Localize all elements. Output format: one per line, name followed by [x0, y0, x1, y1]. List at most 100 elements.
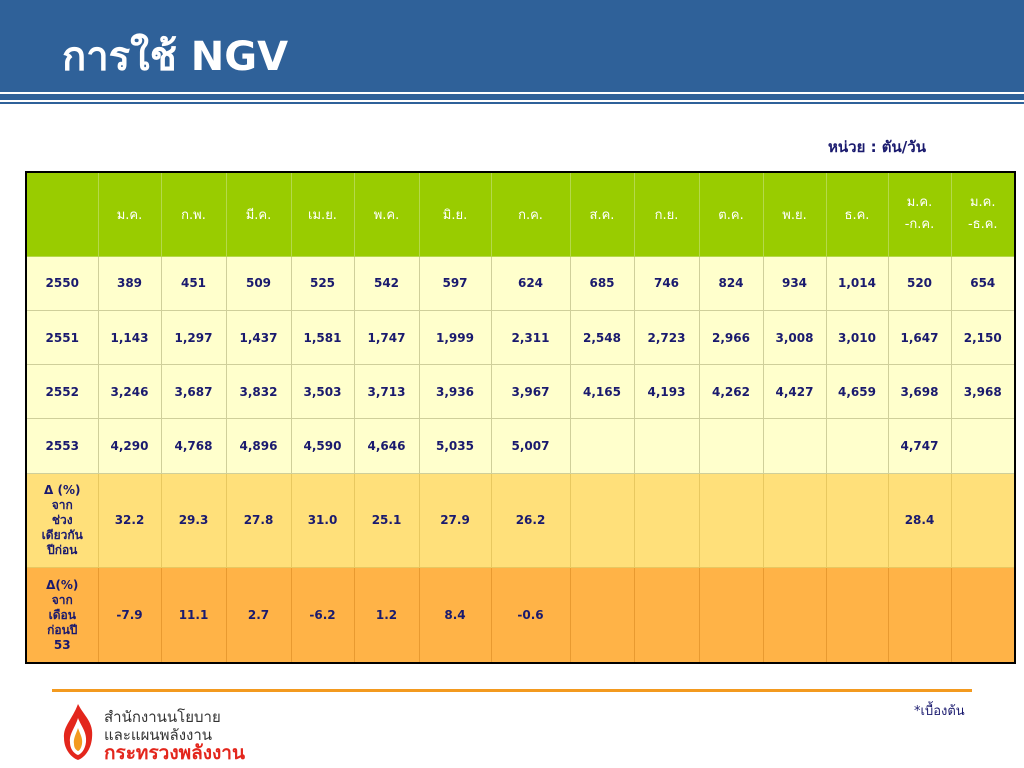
year-cell: 2553 — [25, 418, 99, 474]
table-cell: 4,165 — [569, 364, 635, 420]
header-cell-aug: ส.ค. — [569, 171, 635, 257]
header-cell-jul: ก.ค. — [490, 171, 571, 257]
table-cell: -6.2 — [290, 567, 355, 664]
table-cell: 1.2 — [353, 567, 420, 664]
table-cell — [825, 567, 889, 664]
ministry-name: กระทรวงพลังงาน — [104, 742, 245, 764]
table-cell — [950, 567, 1016, 664]
table-cell: 4,659 — [825, 364, 889, 420]
table-cell: 4,193 — [633, 364, 700, 420]
table-cell: 32.2 — [97, 472, 162, 569]
table-cell: 2.7 — [225, 567, 292, 664]
table-cell: 3,698 — [887, 364, 952, 420]
table-cell: 1,297 — [160, 310, 227, 366]
table-cell: 509 — [225, 255, 292, 312]
table-cell: 25.1 — [353, 472, 420, 569]
table-cell: 685 — [569, 255, 635, 312]
table-cell — [633, 418, 700, 474]
header-cell-jun: มิ.ย. — [418, 171, 492, 257]
header-cell-blank — [25, 171, 99, 257]
table-cell: 3,008 — [762, 310, 827, 366]
table-cell — [825, 418, 889, 474]
header-band — [0, 0, 1024, 92]
table-row-pct-mom: Δ(%) จาก เดือน ก่อนปี 53 -7.9 11.1 2.7 -… — [25, 567, 1016, 664]
table-cell: 1,999 — [418, 310, 492, 366]
row-label-pct-yoy: Δ (%) จาก ช่วง เดียวกัน ปีก่อน — [25, 472, 99, 569]
table-cell: 8.4 — [418, 567, 492, 664]
table-cell: 3,010 — [825, 310, 889, 366]
table-cell: 31.0 — [290, 472, 355, 569]
table-cell: 597 — [418, 255, 492, 312]
header-cell-jan-jul: ม.ค. -ก.ค. — [887, 171, 952, 257]
table-cell: 746 — [633, 255, 700, 312]
table-cell — [569, 472, 635, 569]
table-cell: 1,581 — [290, 310, 355, 366]
table-cell: 2,311 — [490, 310, 571, 366]
table-cell: 934 — [762, 255, 827, 312]
table-cell: -7.9 — [97, 567, 162, 664]
unit-label: หน่วย : ตัน/วัน — [828, 138, 926, 156]
table-cell: 520 — [887, 255, 952, 312]
table-row-2552: 2552 3,246 3,687 3,832 3,503 3,713 3,936… — [25, 364, 1016, 420]
header-cell-jan-dec: ม.ค. -ธ.ค. — [950, 171, 1016, 257]
table-row-2550: 2550 389 451 509 525 542 597 624 685 746… — [25, 255, 1016, 312]
table-cell: 389 — [97, 255, 162, 312]
table-cell: 3,967 — [490, 364, 571, 420]
table-cell: 3,832 — [225, 364, 292, 420]
ngv-usage-table: ม.ค. ก.พ. มี.ค. เม.ย. พ.ค. มิ.ย. ก.ค. ส.… — [25, 171, 1016, 664]
footnote: *เบื้องต้น — [914, 704, 965, 719]
table-cell: -0.6 — [490, 567, 571, 664]
table-cell: 654 — [950, 255, 1016, 312]
flame-logo-icon — [58, 702, 98, 766]
table-cell — [569, 418, 635, 474]
header-divider-thin — [0, 102, 1024, 104]
table-cell: 1,437 — [225, 310, 292, 366]
table-cell: 4,896 — [225, 418, 292, 474]
row-label-pct-mom: Δ(%) จาก เดือน ก่อนปี 53 — [25, 567, 99, 664]
table-cell: 4,768 — [160, 418, 227, 474]
table-row-2551: 2551 1,143 1,297 1,437 1,581 1,747 1,999… — [25, 310, 1016, 366]
table-cell: 26.2 — [490, 472, 571, 569]
table-cell: 824 — [698, 255, 764, 312]
table-cell: 4,262 — [698, 364, 764, 420]
year-cell: 2552 — [25, 364, 99, 420]
table-cell: 4,646 — [353, 418, 420, 474]
table-cell: 4,427 — [762, 364, 827, 420]
table-cell: 3,968 — [950, 364, 1016, 420]
header-cell-jan: ม.ค. — [97, 171, 162, 257]
header-cell-apr: เม.ย. — [290, 171, 355, 257]
table-cell: 1,647 — [887, 310, 952, 366]
table-cell: 2,150 — [950, 310, 1016, 366]
table-cell: 5,035 — [418, 418, 492, 474]
table-cell — [762, 472, 827, 569]
table-cell: 5,007 — [490, 418, 571, 474]
table-cell — [887, 567, 952, 664]
table-cell: 1,747 — [353, 310, 420, 366]
year-cell: 2550 — [25, 255, 99, 312]
header-cell-oct: ต.ค. — [698, 171, 764, 257]
table-cell — [698, 567, 764, 664]
table-cell: 3,503 — [290, 364, 355, 420]
table-cell: 4,590 — [290, 418, 355, 474]
table-cell — [950, 418, 1016, 474]
table-cell — [633, 567, 700, 664]
header-cell-sep: ก.ย. — [633, 171, 700, 257]
table-cell: 3,936 — [418, 364, 492, 420]
table-cell: 27.8 — [225, 472, 292, 569]
table-cell: 451 — [160, 255, 227, 312]
table-cell — [698, 418, 764, 474]
table-cell — [762, 567, 827, 664]
table-cell: 3,687 — [160, 364, 227, 420]
header-cell-nov: พ.ย. — [762, 171, 827, 257]
header-cell-mar: มี.ค. — [225, 171, 292, 257]
table-cell — [569, 567, 635, 664]
table-cell: 1,143 — [97, 310, 162, 366]
table-cell — [762, 418, 827, 474]
table-cell: 3,713 — [353, 364, 420, 420]
table-cell: 1,014 — [825, 255, 889, 312]
slide-title: การใช้ NGV — [62, 34, 289, 80]
footer-divider — [52, 689, 972, 692]
table-cell: 542 — [353, 255, 420, 312]
table-cell: 2,966 — [698, 310, 764, 366]
table-cell: 3,246 — [97, 364, 162, 420]
